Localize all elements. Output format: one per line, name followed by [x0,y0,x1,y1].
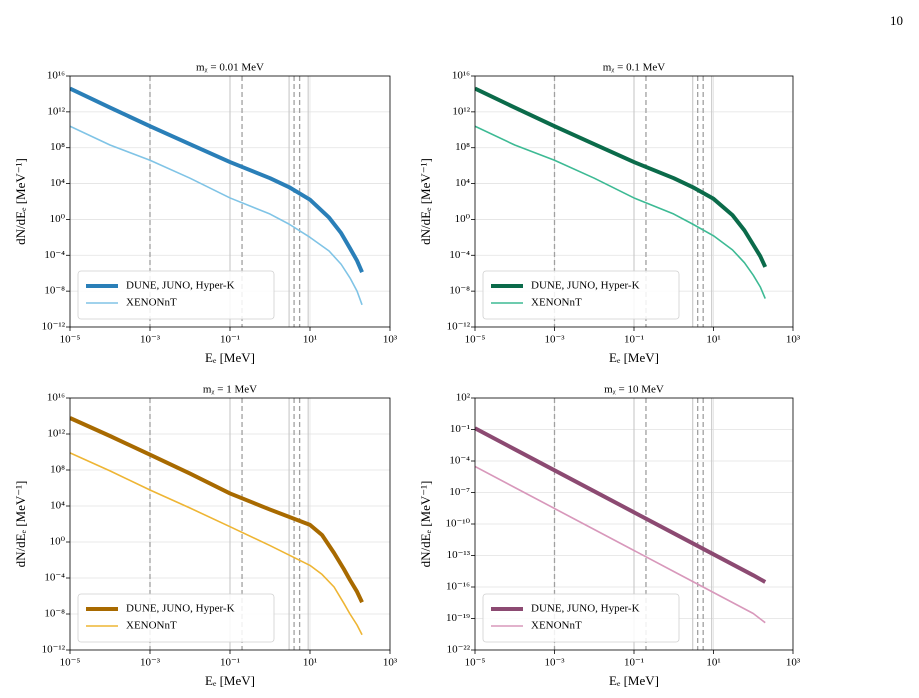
y-tick-label: 10⁸ [455,141,470,153]
legend-label: DUNE, JUNO, Hyper-K [126,280,235,292]
axes-frame [474,75,794,328]
x-tick-label: 10³ [383,334,398,346]
y-tick-label: 10⁴ [455,177,470,189]
series-line [70,86,364,273]
y-tick-label: 10² [456,392,471,404]
series-line [475,86,768,268]
y-tick-label: 10⁻⁸ [44,285,65,297]
x-tick-label: 10⁻¹ [220,657,240,669]
x-tick-label: 10⁻¹ [624,657,644,669]
y-tick-label: 10⁻⁴ [449,249,470,261]
x-tick-label: 10¹ [706,334,720,346]
x-tick-label: 10¹ [706,657,720,669]
y-tick-label: 10⁻⁸ [44,608,65,620]
legend-label: XENONnT [531,297,582,309]
y-tick-label: 10⁻⁴ [44,572,65,584]
series-line [475,125,766,299]
y-tick-label: 10¹² [47,428,65,440]
x-axis-label: Eₑ [MeV] [609,673,659,688]
series-line [475,465,766,624]
x-axis-label: Eₑ [MeV] [609,350,659,365]
series-line [70,125,363,306]
legend-label: XENONnT [531,620,582,632]
y-tick-label: 10⁸ [50,141,65,153]
y-tick-label: 10⁸ [50,464,65,476]
legend-label: DUNE, JUNO, Hyper-K [531,603,640,615]
legend-label: DUNE, JUNO, Hyper-K [531,280,640,292]
y-tick-label: 10⁰ [455,213,471,225]
series-line [70,416,364,604]
series-line [70,452,363,636]
series-line [475,426,767,584]
x-tick-label: 10⁻⁵ [60,657,81,669]
x-tick-label: 10³ [786,657,801,669]
page-number: 10 [890,13,903,28]
y-tick-label: 10¹⁶ [47,392,65,404]
y-tick-label: 10⁻⁸ [449,285,470,297]
x-tick-label: 10⁻³ [544,334,565,346]
y-tick-label: 10⁻¹² [42,321,66,333]
axes-frame [69,397,391,651]
y-tick-label: 10⁻¹⁹ [446,612,470,624]
subplot-title: mᵪ = 1 MeV [203,384,257,396]
x-tick-label: 10³ [786,334,801,346]
legend-label: XENONnT [126,297,177,309]
plot-area [475,76,793,327]
y-axis-label: dN/dEₑ [MeV⁻¹] [418,481,433,568]
y-tick-label: 10⁻⁷ [449,486,470,498]
y-tick-label: 10⁴ [50,177,65,189]
x-tick-label: 10⁻³ [544,657,565,669]
y-tick-label: 10¹² [452,105,470,117]
y-tick-label: 10⁻¹³ [447,549,471,561]
x-axis-label: Eₑ [MeV] [205,350,255,365]
y-tick-label: 10⁻²² [447,644,471,656]
legend-label: DUNE, JUNO, Hyper-K [126,603,235,615]
y-tick-label: 10⁴ [50,500,65,512]
x-tick-label: 10⁻³ [140,657,161,669]
x-tick-label: 10³ [383,657,398,669]
legend-box [77,270,275,320]
y-tick-label: 10¹² [47,105,65,117]
x-tick-label: 10⁻⁵ [465,657,486,669]
y-tick-label: 10⁻¹⁶ [446,581,470,593]
subplot-title: mᵪ = 10 MeV [604,384,664,396]
x-tick-label: 10⁻¹ [624,334,644,346]
y-tick-label: 10⁻⁴ [44,249,65,261]
x-tick-label: 10¹ [303,334,317,346]
subplot-title: mᵪ = 0.01 MeV [196,62,264,74]
y-tick-label: 10⁻¹⁰ [445,518,470,530]
legend-label: XENONnT [126,620,177,632]
y-tick-label: 10⁰ [50,536,66,548]
x-axis-label: Eₑ [MeV] [205,673,255,688]
x-tick-label: 10¹ [303,657,317,669]
y-tick-label: 10⁻⁴ [449,455,470,467]
y-tick-label: 10¹⁶ [452,70,470,82]
y-tick-label: 10⁻¹ [450,423,470,435]
x-tick-label: 10⁻¹ [220,334,240,346]
axes-frame [69,75,391,328]
y-axis-label: dN/dEₑ [MeV⁻¹] [13,158,28,245]
x-tick-label: 10⁻⁵ [465,334,486,346]
subplot-title: mᵪ = 0.1 MeV [603,62,666,74]
y-tick-label: 10¹⁶ [47,70,65,82]
legend-box [77,593,275,643]
axes-frame [474,397,794,651]
x-tick-label: 10⁻⁵ [60,334,81,346]
y-axis-label: dN/dEₑ [MeV⁻¹] [13,481,28,568]
y-tick-label: 10⁻¹² [42,644,66,656]
legend-box [482,593,680,643]
y-tick-label: 10⁻¹² [447,321,471,333]
x-tick-label: 10⁻³ [140,334,161,346]
y-axis-label: dN/dEₑ [MeV⁻¹] [418,158,433,245]
legend-box [482,270,680,320]
y-tick-label: 10⁰ [50,213,66,225]
